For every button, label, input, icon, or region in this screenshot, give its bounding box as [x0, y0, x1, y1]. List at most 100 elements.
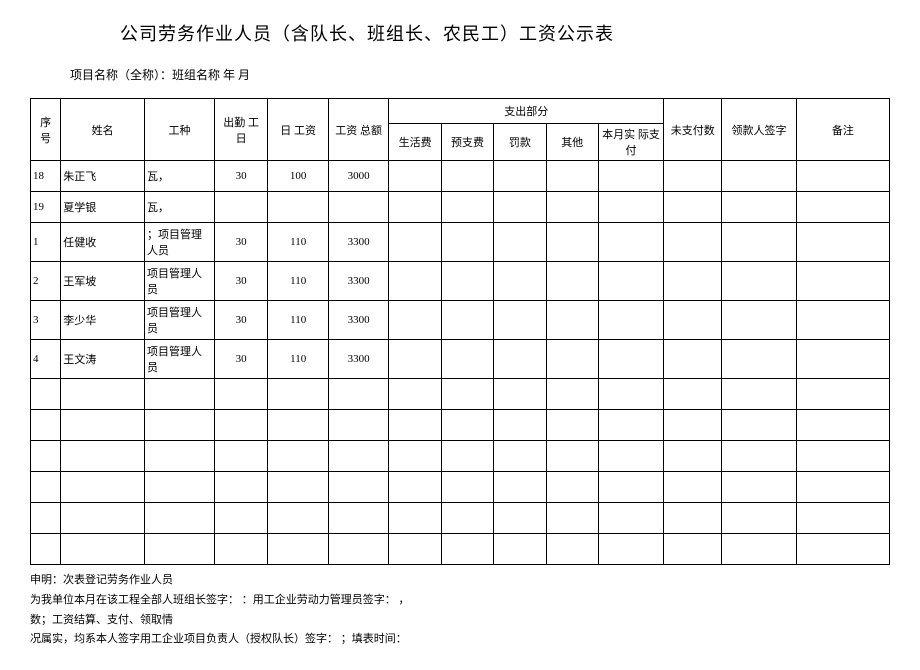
cell-sign [722, 379, 796, 410]
cell-job: 项目管理人员 [145, 301, 215, 340]
cell-seq [31, 534, 61, 565]
cell-actual [598, 503, 663, 534]
cell-sign [722, 340, 796, 379]
cell-advance [441, 340, 493, 379]
cell-living [389, 223, 441, 262]
cell-days [214, 503, 268, 534]
header-daily: 日 工资 [268, 99, 329, 161]
cell-fine [494, 410, 546, 441]
header-actual: 本月实 际支付 [598, 124, 663, 161]
cell-actual [598, 472, 663, 503]
cell-remark [796, 379, 889, 410]
cell-sign [722, 223, 796, 262]
cell-total [328, 379, 389, 410]
cell-fine [494, 503, 546, 534]
cell-unpaid [664, 410, 722, 441]
cell-remark [796, 192, 889, 223]
cell-remark [796, 534, 889, 565]
cell-name [61, 379, 145, 410]
cell-days [214, 472, 268, 503]
table-row [31, 472, 890, 503]
cell-daily [268, 441, 329, 472]
cell-seq: 19 [31, 192, 61, 223]
cell-fine [494, 472, 546, 503]
table-row [31, 410, 890, 441]
header-job: 工种 [145, 99, 215, 161]
cell-fine [494, 301, 546, 340]
cell-name: 王文涛 [61, 340, 145, 379]
cell-actual [598, 161, 663, 192]
cell-fine [494, 441, 546, 472]
cell-total [328, 472, 389, 503]
table-row: 18朱正飞瓦，301003000 [31, 161, 890, 192]
cell-total: 3300 [328, 223, 389, 262]
header-name: 姓名 [61, 99, 145, 161]
cell-daily [268, 410, 329, 441]
header-days: 出勤 工日 [214, 99, 268, 161]
cell-name [61, 534, 145, 565]
cell-daily [268, 472, 329, 503]
header-expense-group: 支出部分 [389, 99, 664, 124]
header-remark: 备注 [796, 99, 889, 161]
cell-seq [31, 441, 61, 472]
footer-line: 申明：次表登记劳务作业人员 [30, 571, 890, 591]
cell-living [389, 340, 441, 379]
cell-name [61, 503, 145, 534]
cell-living [389, 503, 441, 534]
cell-seq: 18 [31, 161, 61, 192]
footer-notes: 申明：次表登记劳务作业人员 为我单位本月在该工程全部人班组长签字： ：用工企业劳… [30, 571, 890, 650]
table-row: 4王文涛项目管理人员301103300 [31, 340, 890, 379]
cell-daily: 110 [268, 223, 329, 262]
header-sign: 领款人签字 [722, 99, 796, 161]
cell-seq [31, 379, 61, 410]
cell-days: 30 [214, 262, 268, 301]
cell-advance [441, 410, 493, 441]
cell-other [546, 192, 598, 223]
footer-line: 况属实，均系本人签字用工企业项目负责人（授权队长）签字： ；填表时间： [30, 630, 890, 650]
cell-job [145, 534, 215, 565]
cell-seq: 4 [31, 340, 61, 379]
cell-unpaid [664, 340, 722, 379]
cell-advance [441, 192, 493, 223]
cell-sign [722, 503, 796, 534]
cell-job: 项目管理人员 [145, 340, 215, 379]
cell-advance [441, 441, 493, 472]
cell-remark [796, 340, 889, 379]
cell-daily [268, 379, 329, 410]
table-row: 3李少华项目管理人员301103300 [31, 301, 890, 340]
cell-living [389, 534, 441, 565]
cell-days: 30 [214, 340, 268, 379]
cell-remark [796, 223, 889, 262]
cell-remark [796, 503, 889, 534]
cell-living [389, 161, 441, 192]
cell-seq [31, 503, 61, 534]
cell-name [61, 410, 145, 441]
cell-other [546, 534, 598, 565]
cell-actual [598, 441, 663, 472]
cell-sign [722, 301, 796, 340]
cell-remark [796, 161, 889, 192]
cell-fine [494, 192, 546, 223]
cell-daily: 110 [268, 262, 329, 301]
cell-fine [494, 223, 546, 262]
cell-total: 3300 [328, 262, 389, 301]
cell-job: 瓦， [145, 192, 215, 223]
cell-other [546, 441, 598, 472]
cell-name: 夏学银 [61, 192, 145, 223]
footer-line: 为我单位本月在该工程全部人班组长签字： ：用工企业劳动力管理员签字： ， [30, 591, 890, 611]
header-other: 其他 [546, 124, 598, 161]
cell-other [546, 503, 598, 534]
cell-remark [796, 410, 889, 441]
cell-other [546, 161, 598, 192]
cell-daily [268, 534, 329, 565]
cell-unpaid [664, 379, 722, 410]
cell-days [214, 192, 268, 223]
cell-advance [441, 472, 493, 503]
cell-daily [268, 503, 329, 534]
cell-unpaid [664, 192, 722, 223]
page-subtitle: 项目名称（全称）：班组名称 年 月 [70, 66, 890, 83]
cell-actual [598, 192, 663, 223]
cell-unpaid [664, 472, 722, 503]
cell-remark [796, 262, 889, 301]
cell-actual [598, 262, 663, 301]
